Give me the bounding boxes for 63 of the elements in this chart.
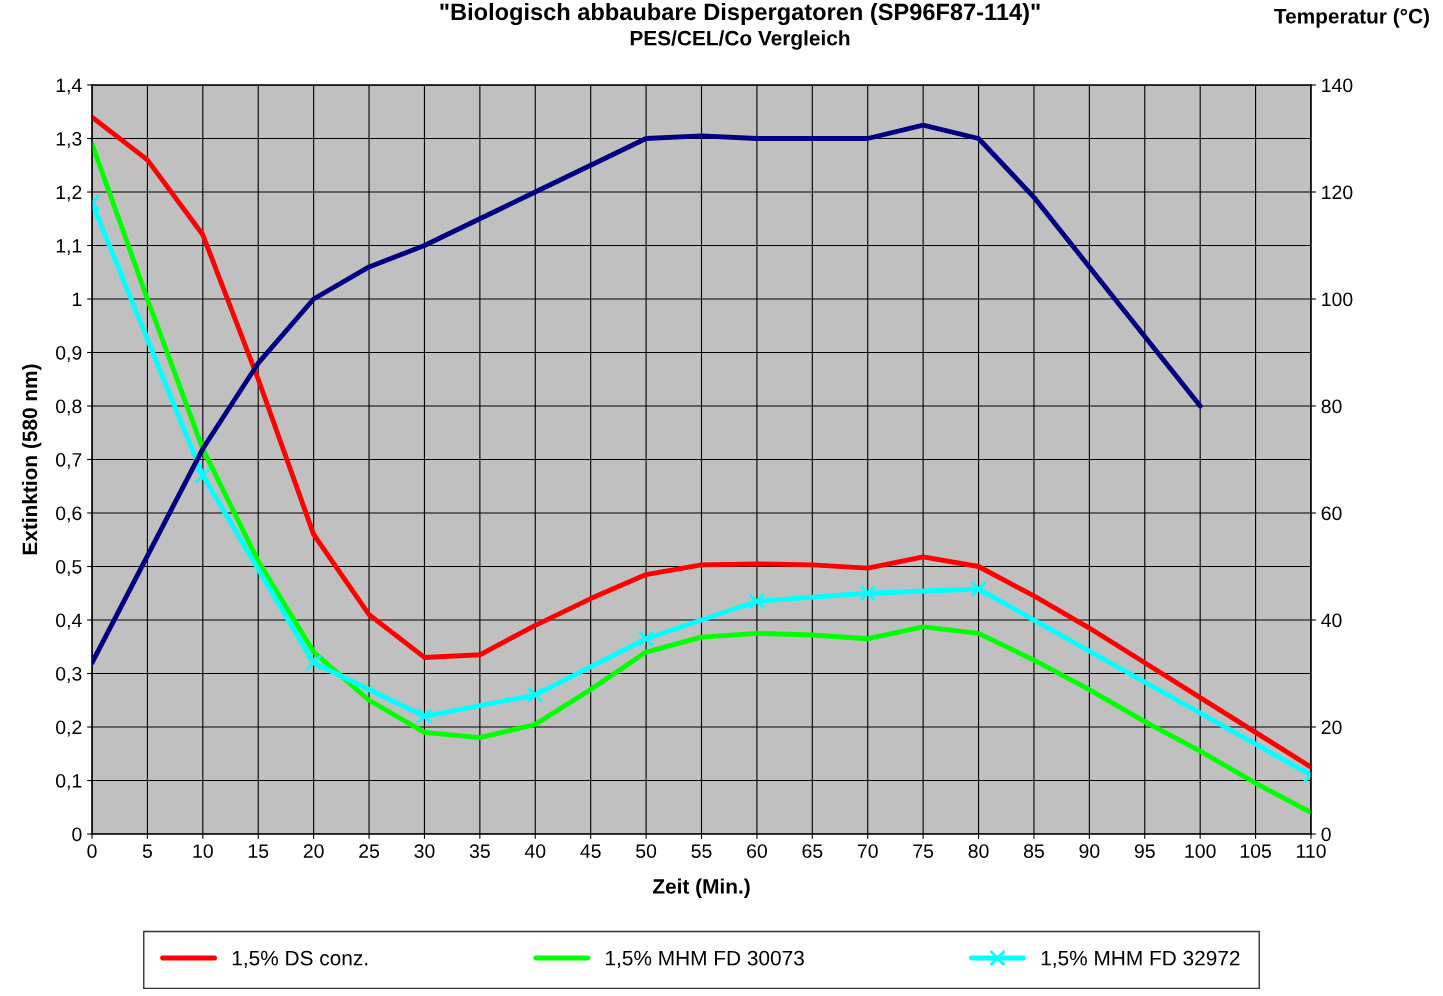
y2-tick-label: 0: [1321, 827, 1331, 842]
y-tick-label: 1,3: [56, 131, 82, 149]
y2-tick-label: 60: [1321, 506, 1342, 521]
y-tick-label: 0,7: [56, 452, 82, 470]
x-tick-label: 45: [580, 844, 601, 858]
x-tick-label: 30: [414, 844, 435, 858]
point: [194, 467, 212, 484]
y2-axis-title: Temperatur (°C): [1274, 8, 1429, 28]
chart-subtitle: PES/CEL/Co Vergleich: [630, 30, 850, 50]
x-tick-label: 25: [359, 844, 380, 858]
x-tick-label: 60: [747, 844, 767, 858]
legend-label: 1,5% MHM FD 32972: [1041, 950, 1240, 968]
x-tick-label: 80: [968, 844, 989, 858]
y-tick-label: 1,1: [56, 239, 82, 256]
y-tick-label: 0,5: [56, 559, 82, 577]
y2-tick-label: 120: [1322, 185, 1353, 200]
point: [416, 707, 433, 725]
y-tick-label: 0,8: [56, 399, 82, 416]
x-tick-label: 110: [1296, 844, 1326, 858]
x-tick-label: 65: [802, 844, 823, 858]
legend-label: 1,5% MHM FD 30073: [606, 950, 804, 968]
x-tick-label: 105: [1240, 844, 1271, 858]
y-tick-label: 0: [72, 827, 82, 842]
point: [305, 654, 322, 672]
x-tick-label: 55: [691, 844, 712, 858]
x-tick-label: 15: [248, 844, 269, 858]
point: [526, 686, 544, 704]
x-tick-label: 85: [1023, 844, 1044, 858]
y2-tick-label: 100: [1322, 292, 1353, 307]
y2-tick-label: 20: [1321, 720, 1342, 735]
x-tick-label: 100: [1185, 844, 1216, 858]
legend-label: 1,5% DS conz.: [232, 950, 368, 968]
y2-tick-label: 140: [1322, 78, 1353, 93]
y-tick-label: 1,2: [56, 185, 82, 202]
x-tick-label: 50: [636, 844, 657, 858]
point: [859, 584, 877, 602]
x-tick-label: 75: [913, 844, 934, 858]
y-axis-title: Extinktion (580 nm): [21, 364, 42, 555]
chart-title: "Biologisch abbaubare Dispergatoren (SP96F87-114)": [440, 2, 1040, 26]
y2-tick-label: 40: [1321, 613, 1342, 628]
x-tick-label: 10: [193, 844, 213, 858]
x-axis-title: Zeit (Min.): [652, 878, 750, 898]
x-tick-label: 70: [857, 844, 878, 858]
y-tick-label: 0,6: [56, 506, 82, 523]
x-tick-label: 95: [1134, 844, 1155, 858]
point: [637, 630, 655, 648]
x-tick-label: 40: [524, 844, 546, 858]
x-tick-label: 0: [87, 844, 97, 858]
x-tick-label: 35: [469, 844, 490, 858]
y-tick-label: 0,1: [56, 773, 82, 791]
y-tick-label: 0,4: [56, 613, 82, 630]
x-tick-label: 90: [1079, 844, 1100, 858]
y-tick-label: 1,4: [56, 78, 82, 95]
x-tick-label: 20: [303, 844, 324, 858]
y-tick-label: 0,9: [56, 345, 82, 363]
point: [748, 592, 766, 610]
line-series: [92, 122, 1203, 666]
y-tick-label: 0,3: [56, 666, 82, 684]
x-tick-label: 5: [142, 844, 152, 858]
point: [970, 580, 987, 598]
y-tick-label: 0,2: [56, 720, 82, 737]
y-tick-label: 1: [72, 292, 82, 307]
y2-tick-label: 80: [1321, 399, 1342, 414]
